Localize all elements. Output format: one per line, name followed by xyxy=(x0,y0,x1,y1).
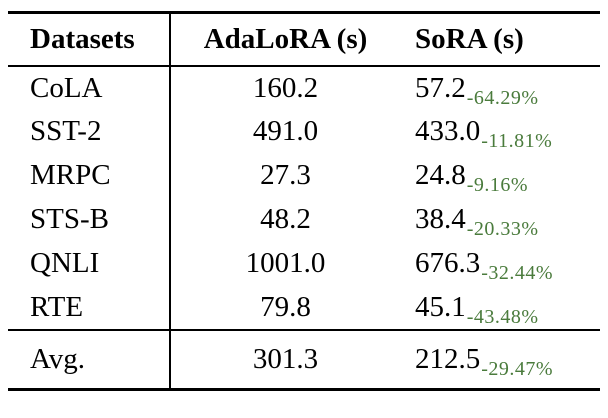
sora-value-cell: 45.1-43.48% xyxy=(400,286,600,330)
adalora-value: 301.3 xyxy=(252,342,319,375)
runtime-comparison-table: Datasets AdaLoRA (s) SoRA (s) CoLA 160.2… xyxy=(8,11,600,391)
dataset-name: STS-B xyxy=(8,197,171,242)
sora-value: 57.2 xyxy=(415,71,466,104)
delta-percentage: -20.33% xyxy=(466,218,539,240)
sora-value-cell: 38.4-20.33% xyxy=(400,198,600,242)
header-datasets: Datasets xyxy=(8,12,171,66)
delta-percentage: -43.48% xyxy=(466,305,539,328)
header-adalora-seconds: AdaLoRA (s) xyxy=(203,22,368,55)
adalora-value: 160.2 xyxy=(252,71,319,104)
table-row: CoLA 160.2 57.2-64.29% xyxy=(8,65,600,110)
sora-value: 38.4 xyxy=(415,203,466,235)
delta-percentage: -11.81% xyxy=(481,130,553,152)
header-sora-seconds: SoRA (s) xyxy=(415,22,524,55)
adalora-value: 27.3 xyxy=(260,159,311,191)
sora-value-cell: 676.3-32.44% xyxy=(400,242,600,286)
sora-value-cell: 24.8-9.16% xyxy=(400,154,600,198)
sora-value: 212.5 xyxy=(415,342,481,375)
table-row: SST-2 491.0 433.0-11.81% xyxy=(8,109,600,154)
sora-value: 45.1 xyxy=(415,290,466,323)
adalora-value: 1001.0 xyxy=(245,247,326,279)
sora-value: 433.0 xyxy=(415,115,481,147)
table-row: STS-B 48.2 38.4-20.33% xyxy=(8,197,600,242)
adalora-value: 48.2 xyxy=(260,203,311,235)
sora-value-cell: 212.5-29.47% xyxy=(400,330,600,390)
delta-percentage: -29.47% xyxy=(481,357,554,380)
table-row: QNLI 1001.0 676.3-32.44% xyxy=(8,241,600,286)
sora-value: 24.8 xyxy=(415,159,466,191)
table-row: MRPC 27.3 24.8-9.16% xyxy=(8,153,600,198)
average-row: Avg. 301.3 212.5-29.47% xyxy=(8,329,600,390)
dataset-name: MRPC xyxy=(8,153,171,198)
table-row: RTE 79.8 45.1-43.48% xyxy=(8,285,600,330)
delta-percentage: -64.29% xyxy=(466,86,539,109)
adalora-value: 79.8 xyxy=(260,290,311,323)
delta-percentage: -32.44% xyxy=(481,262,554,284)
dataset-name: QNLI xyxy=(8,241,171,286)
dataset-name: Avg. xyxy=(8,329,171,390)
table-header-row: Datasets AdaLoRA (s) SoRA (s) xyxy=(8,12,600,66)
dataset-name: SST-2 xyxy=(8,109,171,154)
dataset-name: RTE xyxy=(8,285,171,330)
delta-percentage: -9.16% xyxy=(466,174,529,196)
sora-value: 676.3 xyxy=(415,247,481,279)
dataset-name: CoLA xyxy=(8,65,171,110)
adalora-value: 491.0 xyxy=(252,115,319,147)
sora-value-cell: 57.2-64.29% xyxy=(400,66,600,110)
sora-value-cell: 433.0-11.81% xyxy=(400,110,600,154)
